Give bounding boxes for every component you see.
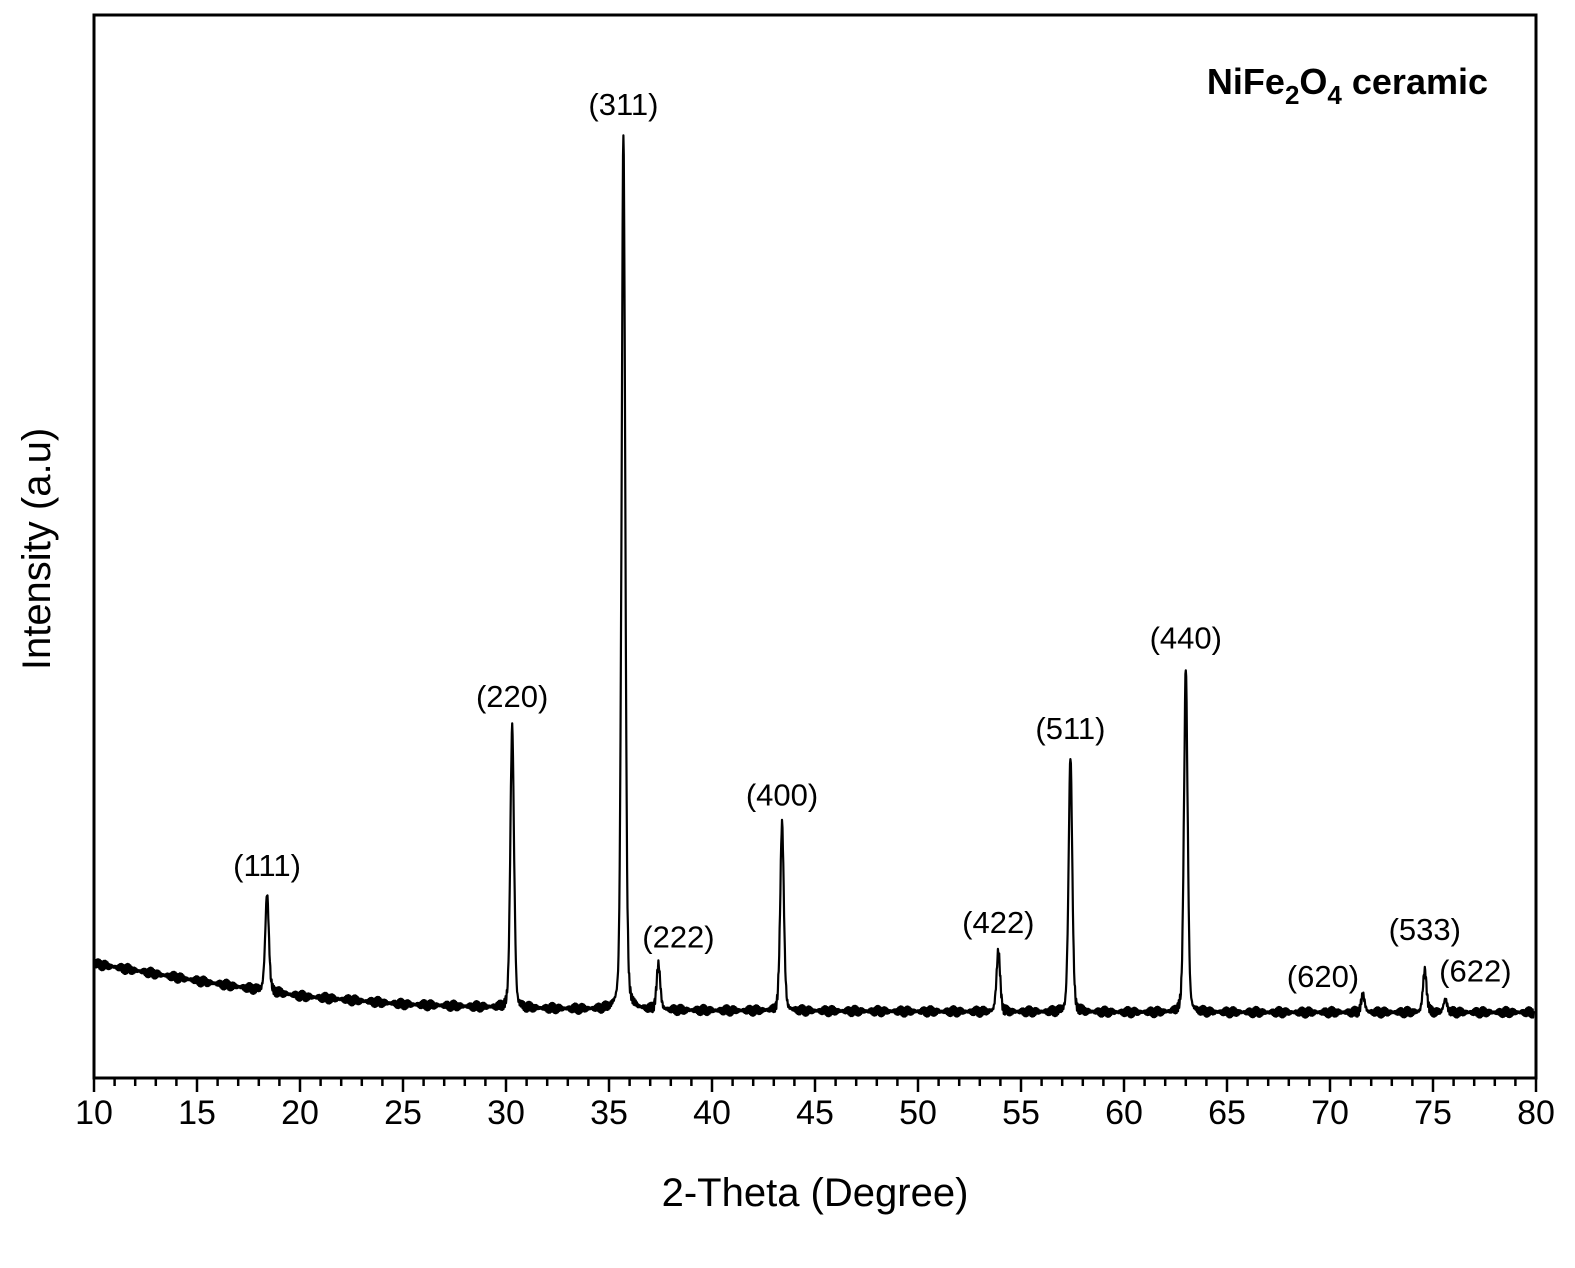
plot-frame	[92, 13, 1538, 1080]
x-tick-label: 70	[1311, 1094, 1349, 1132]
peak-label: (440)	[1150, 620, 1222, 655]
x-tick-label: 45	[796, 1094, 834, 1132]
peak-label: (220)	[476, 679, 548, 714]
x-tick-label: 20	[281, 1094, 319, 1132]
x-tick-label: 80	[1517, 1094, 1555, 1132]
x-tick-label: 15	[178, 1094, 216, 1132]
chart-title: NiFe2O4 ceramic	[1207, 61, 1488, 110]
peak-label: (111)	[233, 848, 301, 883]
peak-label: (222)	[642, 919, 714, 954]
x-tick-label: 25	[384, 1094, 422, 1132]
x-tick-label: 30	[487, 1094, 525, 1132]
peak-label: (311)	[588, 87, 658, 122]
diffraction-trace	[92, 134, 1535, 1019]
x-tick-label: 55	[1002, 1094, 1040, 1132]
peak-label: (620)	[1287, 959, 1359, 994]
y-axis-title: Intensity (a.u)	[15, 428, 59, 670]
peak-label: (533)	[1389, 912, 1461, 947]
x-axis-tick-labels: 10 15 20 25 30 35 40 45 50 55 60 65 70 75 80	[75, 1094, 1555, 1132]
peak-label: (422)	[962, 905, 1034, 940]
peak-label: (622)	[1439, 954, 1511, 989]
x-tick-label: 35	[590, 1094, 628, 1132]
x-tick-label: 10	[75, 1094, 113, 1132]
peak-label: (400)	[746, 778, 818, 813]
x-tick-label: 60	[1105, 1094, 1143, 1132]
x-tick-label: 50	[899, 1094, 937, 1132]
x-tick-label: 75	[1414, 1094, 1452, 1132]
x-tick-label: 65	[1208, 1094, 1246, 1132]
peak-labels: (111) (220) (311) (222) (400) (422) (511) (440)…	[233, 87, 1511, 994]
x-axis-title: 2-Theta (Degree)	[662, 1171, 969, 1215]
x-axis-ticks	[92, 1078, 1538, 1092]
peak-label: (511)	[1035, 711, 1105, 746]
x-tick-label: 40	[693, 1094, 731, 1132]
